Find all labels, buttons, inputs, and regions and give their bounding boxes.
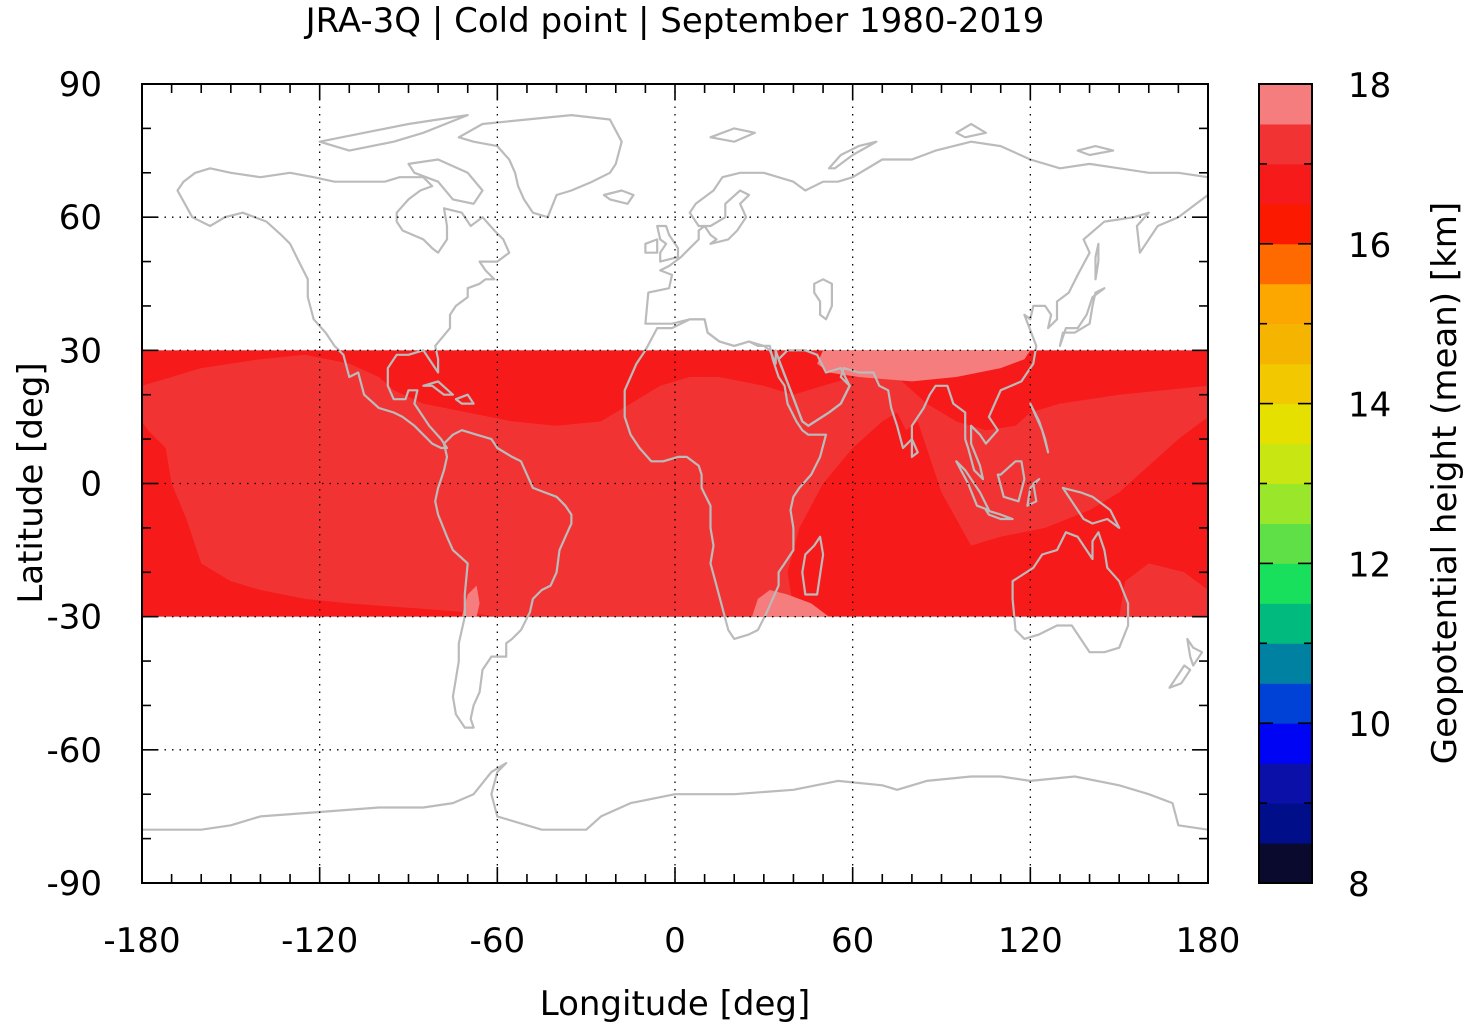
colorbar-frame: [1258, 83, 1313, 884]
colorbar-bin: [1259, 843, 1312, 884]
colorbar-bin: [1259, 243, 1312, 285]
colorbar-bin: [1259, 403, 1312, 445]
coastline-antarctica: [142, 762, 1208, 831]
coastline-sakhalin: [1094, 242, 1100, 281]
colorbar-bin: [1259, 643, 1312, 684]
coastline-ireland: [644, 238, 659, 254]
x-tick-label: 0: [664, 921, 686, 961]
colorbar-bin: [1259, 323, 1312, 365]
coastline-north-america: [176, 167, 511, 450]
y-tick-label: 30: [59, 331, 102, 371]
coastline-new-zealand-north: [1186, 637, 1204, 667]
coastline-cuba: [422, 380, 454, 396]
coastline-new-guinea: [1061, 486, 1121, 529]
y-tick-label: -30: [46, 598, 102, 638]
coastline-hispaniola: [454, 393, 475, 405]
colorbar-tick-labels: 8 10 12 14 16 18: [1348, 66, 1391, 905]
colorbar-bin: [1259, 163, 1312, 205]
chart-title: JRA-3Q | Cold point | September 1980-201…: [304, 1, 1045, 41]
colorbar-bin: [1259, 683, 1312, 724]
colorbar-bin: [1259, 603, 1312, 644]
coastline-greenland: [457, 114, 623, 219]
coastline-caspian: [813, 278, 833, 321]
colorbar-tick-label: 16: [1348, 226, 1391, 266]
x-tick-label: -60: [470, 921, 526, 961]
y-tick-labels: 90 60 30 0 -30 -60 -90: [46, 65, 102, 904]
x-tick-label: 120: [998, 921, 1063, 961]
coastline-africa: [623, 318, 828, 640]
grid-lines: [142, 84, 1208, 883]
x-tick-label: -180: [103, 921, 180, 961]
coastline-great-britain: [656, 224, 680, 263]
field-region-south-africa-tip: [752, 590, 829, 617]
coastline-sri-lanka: [910, 438, 919, 458]
coastline-eurasia: [644, 140, 1208, 481]
colorbar-bin: [1259, 84, 1312, 125]
colorbar-label: Geopotential height (mean) [km]: [1425, 202, 1465, 764]
field-region-central-east: [1119, 563, 1208, 617]
coastline-new-siberian-islands: [1076, 145, 1115, 157]
x-axis-label: Longitude [deg]: [540, 984, 811, 1024]
colorbar-bin: [1259, 723, 1312, 764]
coastline-borneo: [996, 460, 1026, 503]
coastline-new-zealand-south: [1168, 664, 1192, 689]
colorbar-bin: [1259, 123, 1312, 165]
colorbar-bin: [1259, 283, 1312, 325]
y-tick-label: 90: [59, 65, 102, 105]
plot-frame: [141, 83, 1209, 884]
coastline-novaya-zemlya: [827, 140, 878, 170]
y-axis-label: Latitude [deg]: [11, 362, 51, 603]
coastline-philippines: [1029, 402, 1050, 454]
colorbar-bin: [1259, 763, 1312, 804]
field-region-tibet-max: [817, 350, 1031, 382]
coastline-south-america: [434, 429, 573, 729]
x-tick-label: 180: [1176, 921, 1241, 961]
coastline-japan: [1058, 287, 1106, 347]
colorbar-bin: [1259, 483, 1312, 524]
colorbar-tick-label: 8: [1348, 865, 1370, 905]
colorbar-bin: [1259, 203, 1312, 245]
coastlines: [142, 114, 1208, 831]
coastline-arabia-inner: [777, 349, 851, 427]
coastline-svalbard: [709, 127, 756, 143]
coastline-java: [984, 509, 1014, 521]
colorbar-bin: [1259, 523, 1312, 564]
coastline-iceland: [602, 189, 635, 205]
colorbar-bin: [1259, 363, 1312, 405]
x-tick-label: 60: [831, 921, 874, 961]
colorbar-tick-label: 14: [1348, 386, 1391, 426]
coastline-australia: [1011, 531, 1130, 654]
y-tick-label: 0: [80, 465, 102, 505]
colorbar: [1259, 84, 1312, 884]
coastline-arctic-islands: [318, 114, 469, 152]
coastline-sulawesi: [1026, 478, 1041, 507]
y-tick-label: 60: [59, 198, 102, 238]
colorbar-bin: [1259, 443, 1312, 484]
colorbar-tick-label: 12: [1348, 545, 1391, 585]
field-region-south-america-tip: [461, 585, 480, 617]
y-tick-label: -60: [46, 731, 102, 771]
colorbar-bin: [1259, 803, 1312, 844]
colorbar-tick-label: 10: [1348, 705, 1391, 745]
colorbar-tick-label: 18: [1348, 66, 1391, 106]
y-tick-label: -90: [46, 864, 102, 904]
colorbar-bin: [1259, 563, 1312, 604]
coastline-madagascar: [801, 535, 825, 596]
coastline-severnaya-zemlya: [955, 122, 987, 139]
x-tick-labels: -180 -120 -60 0 60 120 180: [103, 921, 1240, 961]
coastline-baffin-island: [407, 158, 484, 205]
x-tick-label: -120: [281, 921, 358, 961]
